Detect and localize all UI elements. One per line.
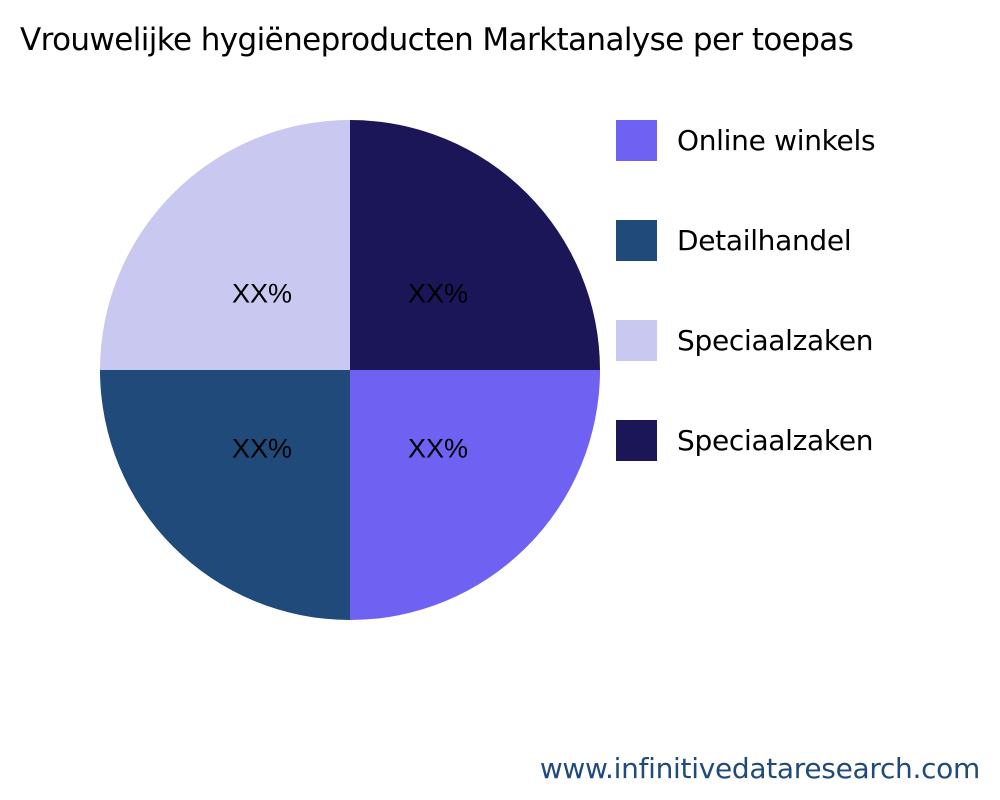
pie-slice[interactable] <box>100 370 350 620</box>
legend-item[interactable]: Detailhandel <box>616 219 875 261</box>
legend-swatch <box>616 319 657 361</box>
legend-swatch <box>616 219 657 261</box>
slice-label: XX% <box>232 279 292 309</box>
slice-label: XX% <box>408 279 468 309</box>
footer-url: www.infinitivedataresearch.com <box>539 752 980 785</box>
legend-label: Speciaalzaken <box>677 323 874 357</box>
legend-swatch <box>616 119 657 161</box>
legend: Online winkels Detailhandel Speciaalzake… <box>616 119 876 520</box>
pie-slice[interactable] <box>350 120 600 370</box>
legend-label: Speciaalzaken <box>677 423 874 457</box>
legend-item[interactable]: Speciaalzaken <box>616 419 875 461</box>
pie-slice[interactable] <box>100 120 350 370</box>
legend-swatch <box>616 419 657 461</box>
legend-label: Detailhandel <box>677 223 852 257</box>
legend-label: Online winkels <box>677 123 876 157</box>
legend-item[interactable]: Speciaalzaken <box>616 319 875 361</box>
slice-label: XX% <box>232 433 292 463</box>
legend-item[interactable]: Online winkels <box>616 119 876 161</box>
chart-title: Vrouwelijke hygiëneproducten Marktanalys… <box>20 22 854 58</box>
slice-label: XX% <box>408 433 468 463</box>
pie-slice[interactable] <box>350 370 600 620</box>
